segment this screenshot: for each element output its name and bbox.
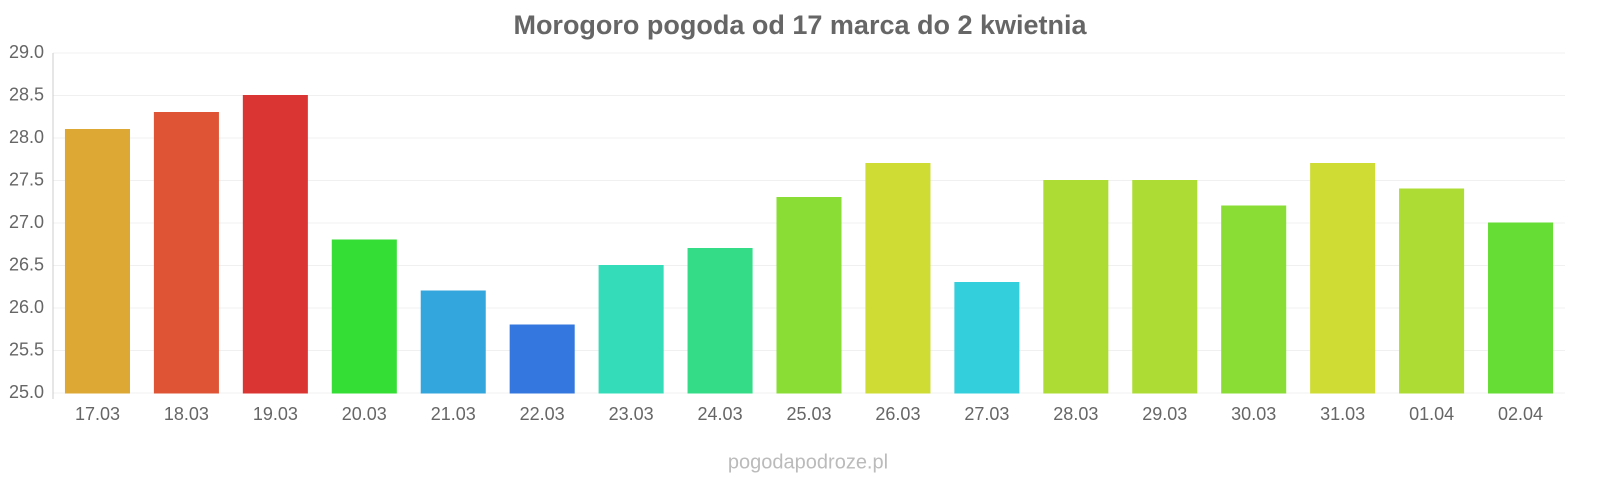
bar <box>954 282 1020 394</box>
bar <box>420 290 486 394</box>
x-tick-label: 17.03 <box>75 404 120 424</box>
bar <box>64 129 130 394</box>
y-tick-label: 26.5 <box>9 254 44 274</box>
y-tick-label: 28.5 <box>9 84 44 104</box>
y-tick-label: 25.0 <box>9 382 44 402</box>
bar <box>598 265 664 394</box>
x-tick-label: 22.03 <box>520 404 565 424</box>
x-tick-label: 28.03 <box>1053 404 1098 424</box>
x-tick-label: 26.03 <box>875 404 920 424</box>
y-tick-label: 25.5 <box>9 339 44 359</box>
x-tick-label: 23.03 <box>609 404 654 424</box>
x-tick-label: 20.03 <box>342 404 387 424</box>
x-tick-label: 02.04 <box>1498 404 1543 424</box>
x-tick-label: 31.03 <box>1320 404 1365 424</box>
x-tick-label: 29.03 <box>1142 404 1187 424</box>
bar <box>242 95 308 394</box>
y-tick-label: 27.0 <box>9 212 44 232</box>
y-tick-label: 28.0 <box>9 127 44 147</box>
x-tick-label: 27.03 <box>964 404 1009 424</box>
x-tick-label: 25.03 <box>786 404 831 424</box>
bar <box>331 239 397 394</box>
bar <box>1132 180 1198 394</box>
bar <box>1488 222 1554 394</box>
bar <box>865 163 931 394</box>
bar <box>1043 180 1109 394</box>
bar <box>1221 205 1287 394</box>
y-tick-label: 26.0 <box>9 297 44 317</box>
x-tick-label: 24.03 <box>698 404 743 424</box>
x-tick-label: 01.04 <box>1409 404 1454 424</box>
chart-title: Morogoro pogoda od 17 marca do 2 kwietni… <box>513 10 1087 40</box>
x-tick-label: 21.03 <box>431 404 476 424</box>
y-tick-label: 27.5 <box>9 169 44 189</box>
y-tick-label: 29.0 <box>9 42 44 62</box>
bar <box>153 112 219 394</box>
footer: pogodapodroze.pl <box>728 451 888 473</box>
x-tick-label: 19.03 <box>253 404 298 424</box>
x-tick-label: 30.03 <box>1231 404 1276 424</box>
bar <box>509 324 575 394</box>
bar <box>1310 163 1376 394</box>
x-tick-label: 18.03 <box>164 404 209 424</box>
bar <box>1399 188 1465 394</box>
bar <box>776 197 842 394</box>
bar <box>687 248 753 394</box>
